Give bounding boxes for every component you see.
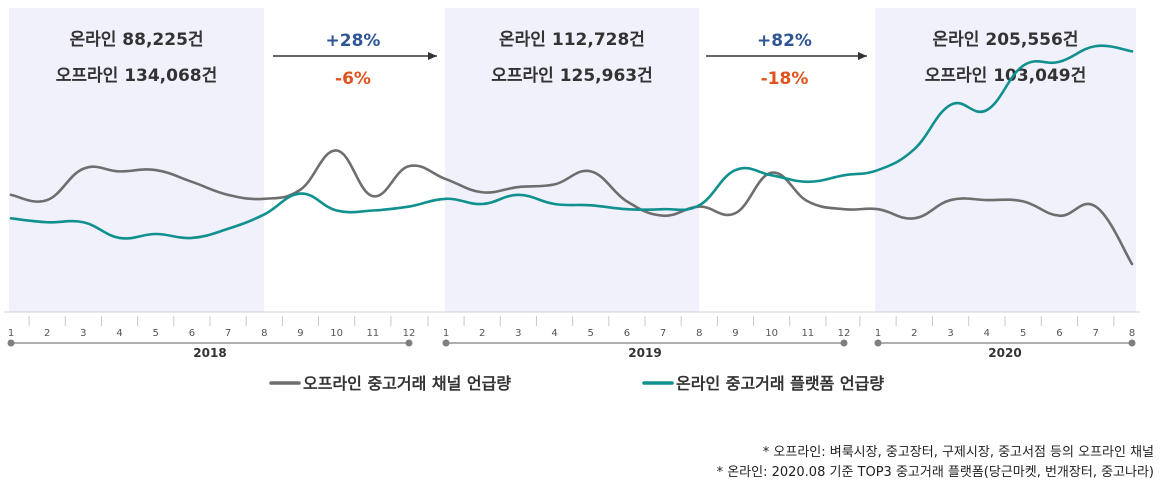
month-tick-label: 5 (1020, 328, 1026, 339)
offline-count-label: 오프라인 134,068건 (56, 66, 218, 86)
month-tick-label: 9 (297, 328, 303, 339)
offline-count-label: 오프라인 125,963건 (491, 66, 653, 86)
year-bracket-end (1128, 339, 1136, 347)
offline-count-label: 오프라인 103,049건 (925, 66, 1087, 86)
month-tick-label: 11 (366, 328, 379, 339)
online-count-label: 온라인 205,556건 (933, 30, 1079, 50)
month-tick-label: 4 (984, 328, 990, 339)
year-label: 2019 (628, 346, 661, 360)
period-band (445, 8, 699, 312)
offline-change-label: -6% (335, 69, 371, 89)
year-label: 2018 (193, 346, 226, 360)
month-tick-label: 7 (1093, 328, 1099, 339)
month-tick-label: 2 (44, 328, 50, 339)
online-change-label: +82% (757, 31, 812, 51)
month-tick-label: 8 (261, 328, 267, 339)
change-arrows: +28% -6% +82% -18% (273, 31, 867, 89)
footnote-offline: * 오프라인: 벼룩시장, 중고장터, 구제시장, 중고서점 등의 오프라인 채… (762, 445, 1154, 460)
month-tick-label: 3 (947, 328, 953, 339)
month-tick-label: 10 (765, 328, 778, 339)
year-bracket-end (840, 339, 848, 347)
month-tick-label: 6 (1056, 328, 1062, 339)
legend-label: 오프라인 중고거래 채널 언급량 (303, 374, 511, 393)
series-lines (9, 44, 1134, 266)
online-count-label: 온라인 88,225건 (69, 30, 203, 50)
online-series-line (9, 44, 1134, 240)
month-tick-label: 1 (8, 328, 14, 339)
month-tick-label: 7 (225, 328, 231, 339)
legend-label: 온라인 중고거래 플랫폼 언급량 (676, 374, 884, 393)
month-tick-label: 6 (624, 328, 630, 339)
month-tick-label: 4 (551, 328, 557, 339)
month-tick-label: 3 (515, 328, 521, 339)
legend: 오프라인 중고거래 채널 언급량 온라인 중고거래 플랫폼 언급량 (269, 374, 884, 393)
month-tick-label: 8 (1129, 328, 1135, 339)
online-count-label: 온라인 112,728건 (499, 30, 645, 50)
month-tick-label: 9 (732, 328, 738, 339)
month-tick-label: 4 (116, 328, 122, 339)
month-tick-label: 12 (838, 328, 851, 339)
online-change-label: +28% (326, 31, 381, 51)
month-tick-label: 5 (588, 328, 594, 339)
year-label: 2020 (988, 346, 1021, 360)
month-tick-label: 7 (660, 328, 666, 339)
period-band (875, 8, 1136, 312)
offline-series-line (9, 149, 1134, 266)
month-tick-label: 11 (801, 328, 814, 339)
year-bracket-start (874, 339, 882, 347)
period-band (9, 8, 264, 312)
offline-change-label: -18% (761, 69, 809, 89)
footnote-online: * 온라인: 2020.08 기준 TOP3 중고거래 플랫폼(당근마켓, 번개… (716, 465, 1154, 480)
month-tick-label: 1 (875, 328, 881, 339)
month-tick-label: 5 (153, 328, 159, 339)
month-tick-label: 10 (330, 328, 343, 339)
month-tick-label: 2 (479, 328, 485, 339)
month-tick-label: 6 (189, 328, 195, 339)
month-tick-label: 3 (80, 328, 86, 339)
year-bracket-end (405, 339, 413, 347)
month-tick-label: 2 (911, 328, 917, 339)
month-tick-label: 1 (443, 328, 449, 339)
month-tick-label: 8 (696, 328, 702, 339)
year-bracket-start (442, 339, 450, 347)
year-bracket-start (7, 339, 15, 347)
month-tick-label: 12 (403, 328, 416, 339)
